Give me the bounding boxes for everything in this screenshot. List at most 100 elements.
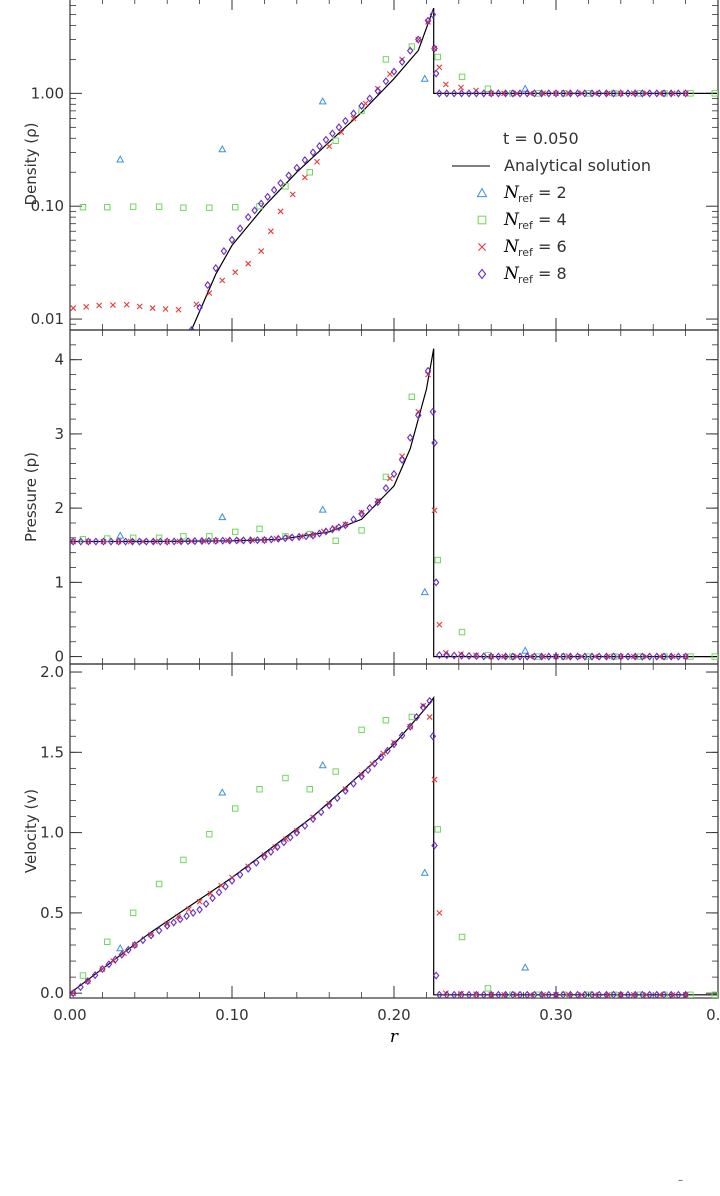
- density-point-nref8: [538, 89, 545, 98]
- velocity-xtick-label: 0.10: [215, 1006, 248, 1024]
- density-point-nref2: [116, 155, 125, 163]
- pressure-ylabel: Pressure (p): [22, 452, 40, 542]
- pressure-point-nref8: [115, 537, 122, 546]
- pressure-point-nref8: [77, 537, 85, 546]
- pressure-point-nref8: [675, 652, 682, 661]
- velocity-point-nref4: [206, 830, 213, 838]
- pressure-point-nref8: [516, 652, 524, 661]
- velocity-point-nref8: [603, 990, 610, 998]
- velocity-point-nref8: [170, 918, 177, 927]
- density-point-nref8: [487, 89, 495, 98]
- velocity-point-nref8: [176, 915, 184, 924]
- pressure-point-nref8: [100, 537, 107, 546]
- pressure-point-nref8: [523, 652, 531, 661]
- density-ylabel: Density (ρ): [22, 122, 40, 205]
- velocity-point-nref8: [371, 759, 378, 768]
- velocity-point-nref8: [509, 990, 517, 998]
- pressure-point-nref8: [473, 652, 480, 661]
- velocity-point-nref8: [125, 945, 132, 954]
- density-point-nref8: [682, 89, 689, 98]
- pressure-point-nref8: [667, 652, 675, 661]
- pressure-point-nref8: [624, 652, 632, 661]
- pressure-point-nref8: [390, 469, 398, 479]
- pressure-point-nref8: [212, 536, 220, 545]
- pressure-point-nref8: [502, 652, 509, 661]
- density-point-nref8: [465, 89, 473, 98]
- density-point-nref2: [420, 74, 429, 82]
- time-annotation: t = 0.050: [503, 129, 579, 148]
- density-point-nref6: [604, 90, 611, 97]
- density-point-nref8: [424, 16, 432, 25]
- density-point-nref8: [473, 89, 480, 98]
- pressure-point-nref8: [450, 651, 458, 660]
- pressure-point-nref8: [631, 652, 639, 661]
- density-point-nref8: [567, 89, 574, 98]
- density-point-nref8: [480, 89, 488, 98]
- density-point-nref8: [382, 77, 390, 86]
- pressure-point-nref8: [431, 438, 438, 447]
- density-point-nref8: [450, 89, 458, 98]
- velocity-point-nref8: [581, 990, 589, 998]
- velocity-point-nref6: [431, 776, 438, 783]
- legend-diamond-marker: [477, 268, 487, 280]
- velocity-point-nref8: [432, 971, 440, 980]
- velocity-point-nref8: [545, 990, 553, 998]
- density-point-nref8: [639, 89, 646, 98]
- pressure-point-nref4: [434, 556, 441, 564]
- density-point-nref8: [236, 224, 244, 233]
- density-point-nref8: [458, 89, 465, 98]
- pressure-ytick-label: 3: [54, 425, 64, 443]
- pressure-point-nref2: [218, 512, 227, 521]
- legend-label-value: = 2: [538, 183, 567, 202]
- velocity-point-nref4: [129, 909, 137, 917]
- velocity-point-nref6: [175, 913, 181, 920]
- pressure-point-nref4: [129, 534, 137, 542]
- velocity-ytick-label: 0.0: [40, 984, 64, 1002]
- pressure-point-nref8: [588, 652, 596, 661]
- velocity-point-nref8: [84, 977, 92, 986]
- density-point-nref8: [277, 179, 284, 188]
- velocity-point-nref6: [310, 814, 316, 821]
- velocity-point-nref8: [384, 746, 391, 755]
- pressure-point-nref8: [254, 536, 261, 545]
- pressure-point-nref8: [350, 515, 357, 524]
- density-point-nref8: [220, 247, 228, 256]
- density-point-nref8: [270, 185, 278, 195]
- pressure-point-nref8: [366, 503, 373, 513]
- density-point-nref6: [277, 208, 284, 215]
- density-point-nref6: [436, 64, 443, 71]
- pressure-point-nref8: [581, 652, 589, 661]
- pressure-point-nref8: [415, 411, 422, 420]
- density-plot-area: [70, 7, 718, 330]
- density-point-nref8: [322, 135, 330, 144]
- pressure-point-nref8: [322, 527, 330, 536]
- velocity-point-nref2: [420, 868, 429, 876]
- density-point-nref8: [188, 325, 195, 330]
- pressure-point-nref8: [281, 534, 289, 543]
- pressure-point-nref4: [358, 527, 365, 534]
- velocity-point-nref8: [202, 899, 210, 908]
- density-point-nref8: [350, 109, 357, 118]
- velocity-ytick-label: 1.5: [40, 743, 64, 761]
- velocity-point-nref6: [426, 714, 433, 720]
- velocity-point-nref6: [326, 800, 333, 807]
- pressure-ytick-label: 0: [54, 648, 64, 666]
- pressure-point-nref8: [198, 536, 206, 546]
- legend-label-sub: ref: [518, 246, 534, 259]
- velocity-point-nref4: [458, 933, 466, 941]
- pressure-point-nref8: [288, 533, 296, 542]
- density-point-nref8: [509, 89, 517, 98]
- velocity-point-nref8: [155, 926, 163, 935]
- density-analytic-line: [190, 7, 718, 330]
- velocity-point-nref8: [91, 971, 99, 980]
- velocity-xtick-label: 0.30: [539, 1006, 572, 1024]
- legend-label-main: N: [503, 210, 520, 230]
- legend-label-sub: ref: [518, 192, 534, 205]
- velocity-point-nref4: [382, 716, 390, 724]
- corner-mark: –: [678, 1175, 683, 1186]
- velocity-point-nref8: [267, 847, 275, 856]
- density-point-nref4: [382, 56, 390, 63]
- pressure-point-nref8: [309, 531, 317, 540]
- pressure-point-nref8: [552, 652, 560, 661]
- velocity-point-nref4: [232, 805, 239, 812]
